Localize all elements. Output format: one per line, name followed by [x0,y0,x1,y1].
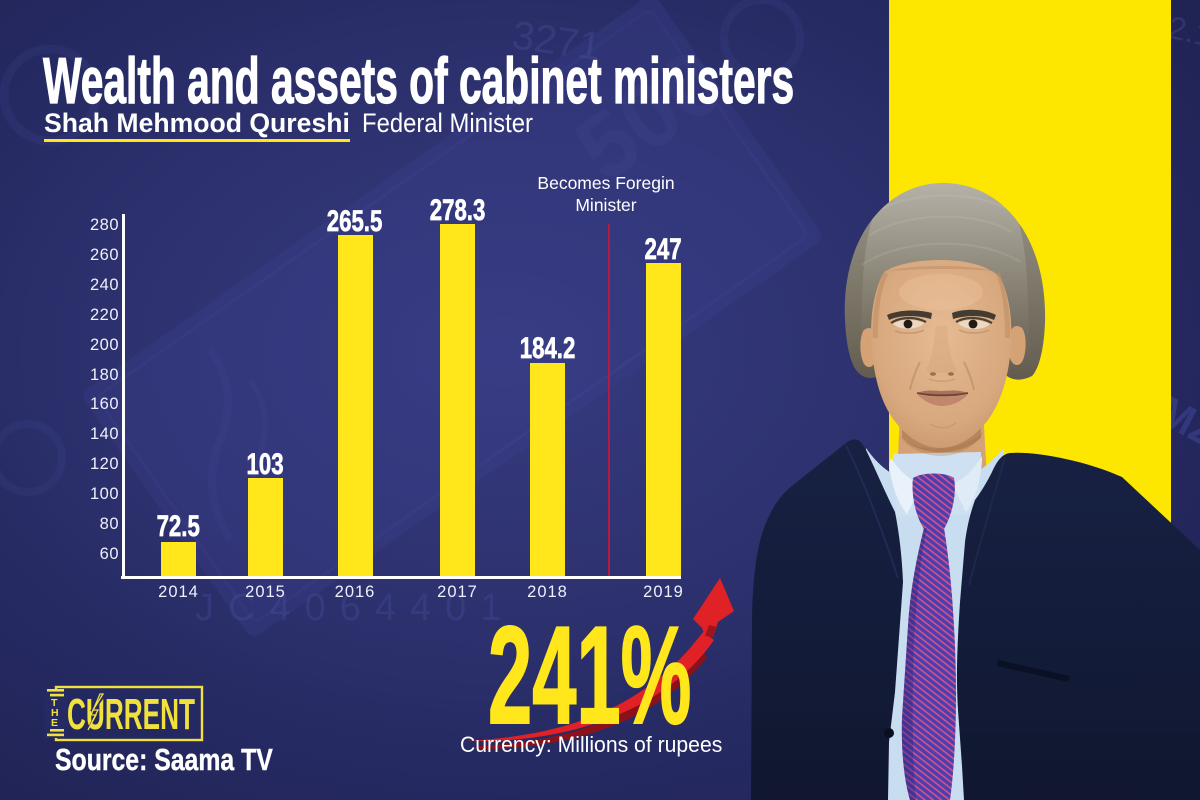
svg-text:E: E [51,717,58,729]
svg-text:JC4064401: JC4064401 [195,587,515,629]
svg-text:H: H [51,707,59,719]
svg-text:CURRENT: CURRENT [67,690,195,739]
svg-text:T: T [51,697,58,709]
